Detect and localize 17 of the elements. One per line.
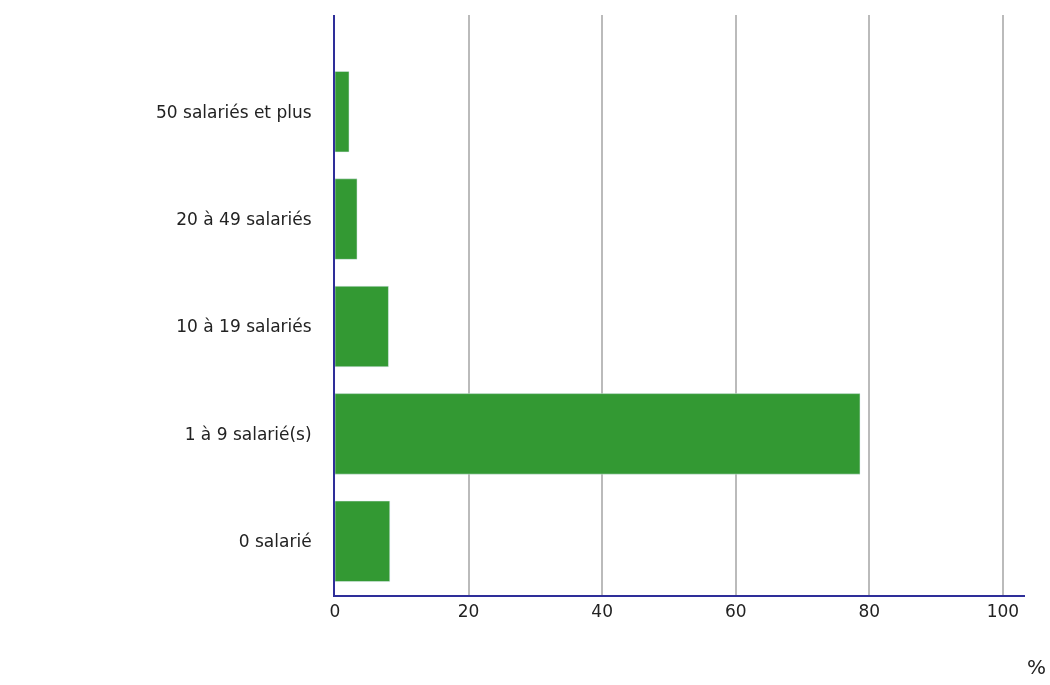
y-tick-label: 20 à 49 salariés xyxy=(176,209,312,230)
y-tick-label: 0 salarié xyxy=(238,531,312,552)
bar xyxy=(335,178,358,260)
x-tick-label: 40 xyxy=(591,601,613,622)
x-tick-label: 0 xyxy=(329,601,341,622)
x-axis-title: % xyxy=(1027,655,1047,679)
x-tick-label: 60 xyxy=(724,601,747,622)
x-tick-label: 20 xyxy=(457,601,480,622)
bar xyxy=(335,71,350,153)
y-tick-label: 50 salariés et plus xyxy=(156,101,312,122)
y-tick-label: 1 à 9 salarié(s) xyxy=(184,423,312,444)
bar xyxy=(335,500,391,582)
y-tick-label: 10 à 19 salariés xyxy=(176,316,312,337)
x-tick-label: 80 xyxy=(858,601,881,622)
bar xyxy=(335,393,861,475)
bar xyxy=(335,285,389,368)
x-tick-label: 100 xyxy=(986,601,1020,622)
